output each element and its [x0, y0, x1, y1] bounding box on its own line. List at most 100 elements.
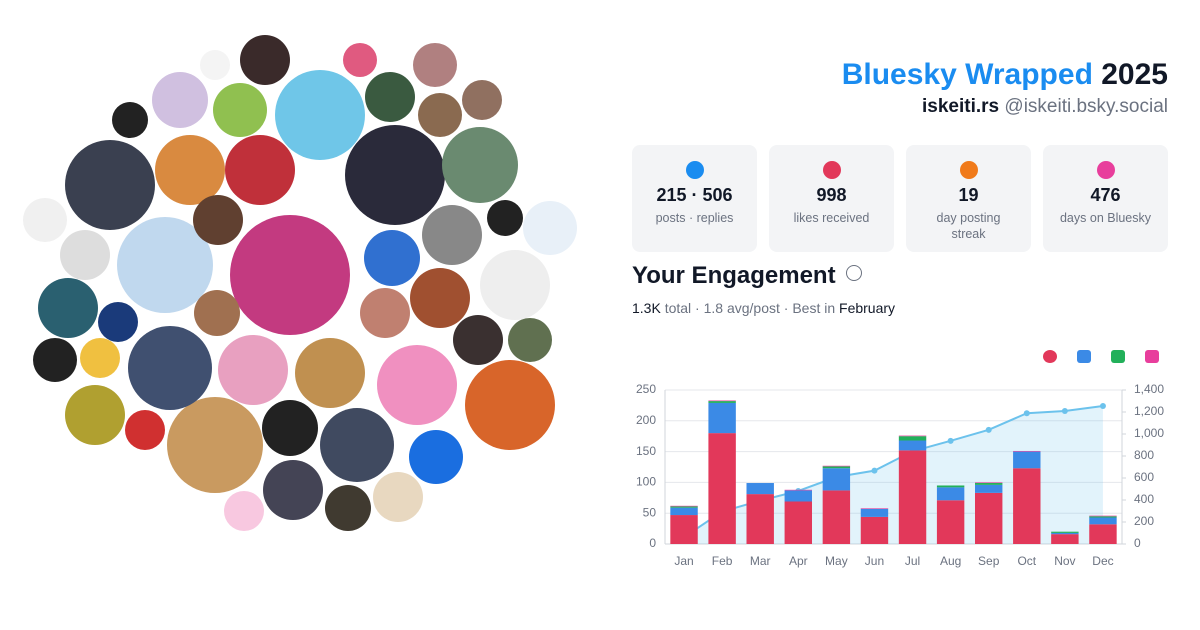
avatar[interactable]	[33, 338, 77, 382]
info-icon[interactable]	[845, 265, 862, 281]
avatar[interactable]	[465, 360, 555, 450]
y2-tick-label: 600	[1134, 470, 1154, 484]
avatar[interactable]	[200, 50, 230, 80]
bar-segment	[784, 501, 813, 544]
avatar[interactable]	[230, 215, 350, 335]
avatar[interactable]	[480, 250, 550, 320]
avatar[interactable]	[413, 43, 457, 87]
cumulative-point	[985, 426, 992, 433]
bar-segment	[708, 401, 736, 403]
bar-segment	[746, 483, 774, 495]
avatar[interactable]	[345, 125, 445, 225]
stat-label: likes received	[793, 211, 870, 225]
avatar[interactable]	[65, 385, 125, 445]
avatar[interactable]	[373, 472, 423, 522]
stat-card: 215 · 506 posts · replies	[632, 145, 757, 252]
legend-icon[interactable]	[1077, 350, 1091, 363]
bar-segment	[708, 400, 736, 402]
legend-icon[interactable]	[1043, 350, 1057, 363]
avatar[interactable]	[193, 195, 243, 245]
bar-segment	[860, 508, 889, 509]
legend-icon[interactable]	[1111, 350, 1125, 363]
cumulative-point	[871, 467, 878, 474]
avatar[interactable]	[320, 408, 394, 482]
y2-tick-label: 1,000	[1134, 426, 1164, 440]
bar-segment	[898, 440, 927, 451]
handle[interactable]: @iskeiti.bsky.social	[1004, 96, 1168, 117]
avatar[interactable]	[364, 230, 420, 286]
avatar[interactable]	[98, 302, 138, 342]
avatar[interactable]	[224, 491, 264, 531]
y-tick-label: 0	[649, 536, 656, 550]
bar-segment	[860, 508, 889, 517]
header: Bluesky Wrapped 2025 iskeiti.rs @iskeiti…	[842, 58, 1168, 118]
avatar[interactable]	[213, 83, 267, 137]
y2-tick-label: 1,400	[1134, 382, 1164, 396]
x-tick-label: Jul	[905, 554, 920, 568]
stat-value: 215 · 506	[656, 185, 733, 205]
stat-icon	[959, 161, 978, 179]
bar-segment	[1013, 468, 1041, 544]
avatar[interactable]	[218, 335, 288, 405]
avatar[interactable]	[523, 201, 577, 255]
avatar[interactable]	[418, 93, 462, 137]
avatar[interactable]	[167, 397, 263, 493]
stat-card: 998 likes received	[769, 145, 894, 252]
cumulative-point	[1061, 408, 1068, 415]
avatar[interactable]	[295, 338, 365, 408]
stat-label: posts · replies	[655, 211, 734, 225]
y-tick-label: 250	[636, 382, 656, 396]
engagement: Your Engagement 1.3K total · 1.8 avg/pos…	[632, 262, 895, 316]
y2-tick-label: 0	[1134, 536, 1141, 550]
avatar[interactable]	[125, 410, 165, 450]
x-tick-label: Sep	[978, 554, 1000, 568]
avatar[interactable]	[155, 135, 225, 205]
x-tick-label: Feb	[712, 554, 733, 568]
avatar[interactable]	[325, 485, 371, 531]
avatar[interactable]	[410, 268, 470, 328]
avatar[interactable]	[128, 326, 212, 410]
avatar[interactable]	[409, 430, 463, 484]
avatar[interactable]	[225, 135, 295, 205]
cumulative-point	[1023, 410, 1030, 417]
title: Bluesky Wrapped 2025	[842, 58, 1168, 92]
avatar[interactable]	[365, 72, 415, 122]
y2-tick-label: 400	[1134, 492, 1154, 506]
y2-tick-label: 800	[1134, 448, 1154, 462]
cumulative-point	[947, 437, 954, 444]
avatar[interactable]	[80, 338, 120, 378]
avatar[interactable]	[60, 230, 110, 280]
avatar[interactable]	[194, 290, 240, 336]
avatar[interactable]	[422, 205, 482, 265]
avatar[interactable]	[487, 200, 523, 236]
bar-segment	[936, 487, 965, 501]
avatar[interactable]	[508, 318, 552, 362]
best-month: February	[839, 300, 896, 316]
avatar[interactable]	[360, 288, 410, 338]
avatar[interactable]	[240, 35, 290, 85]
avatar[interactable]	[112, 102, 148, 138]
legend-icon[interactable]	[1145, 350, 1159, 363]
avatar[interactable]	[442, 127, 518, 203]
x-tick-label: Dec	[1092, 554, 1113, 568]
avatar[interactable]	[263, 460, 323, 520]
stat-icon	[1096, 161, 1115, 179]
avatar[interactable]	[152, 72, 208, 128]
avatar[interactable]	[377, 345, 457, 425]
avatar[interactable]	[462, 80, 502, 120]
avatar[interactable]	[38, 278, 98, 338]
bar-segment	[670, 515, 698, 544]
avatar[interactable]	[275, 70, 365, 160]
engagement-title: Your Engagement	[632, 262, 836, 289]
stat-icon	[822, 161, 841, 179]
bar-segment	[822, 466, 851, 469]
stat-value: 476	[1090, 185, 1121, 205]
y-tick-label: 200	[636, 413, 656, 427]
avatar[interactable]	[343, 43, 377, 77]
summary: total · 1.8 avg/post · Best in	[664, 300, 836, 316]
avatar[interactable]	[453, 315, 503, 365]
avatar[interactable]	[117, 217, 213, 313]
avatar[interactable]	[23, 198, 67, 242]
avatar[interactable]	[262, 400, 318, 456]
avatar[interactable]	[65, 140, 155, 230]
